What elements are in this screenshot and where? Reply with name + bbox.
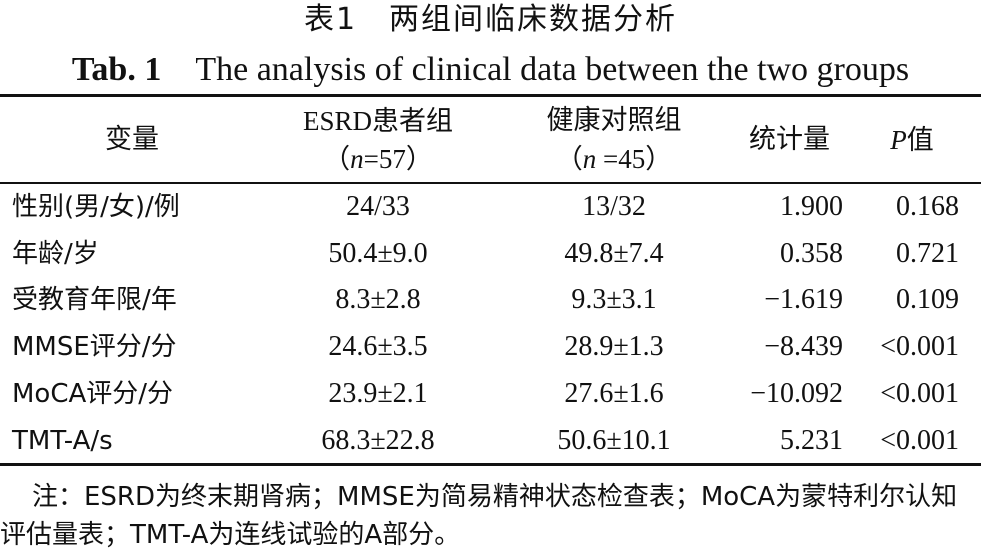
- header-control-label: 健康对照组: [546, 105, 682, 136]
- table-row: MoCA评分/分 23.9±2.1 27.6±1.6 −10.092 <0.00…: [0, 371, 981, 418]
- row-control-value: 9.3±3.1: [571, 284, 657, 316]
- row-esrd-value: 50.4±9.0: [328, 237, 428, 269]
- header-esrd-label: ESRD患者组: [302, 106, 454, 136]
- row-p-value: <0.001: [880, 424, 959, 456]
- row-statistic: −8.439: [764, 331, 843, 363]
- row-esrd-value: 8.3±2.8: [335, 284, 421, 316]
- header-esrd-group: ESRD患者组 （n=57）: [264, 99, 492, 181]
- row-p-value: 0.168: [896, 191, 959, 222]
- row-control-value: 13/32: [582, 191, 646, 222]
- row-variable: 性别(男/女)/例: [12, 192, 180, 222]
- row-esrd-value: 24.6±3.5: [328, 331, 428, 363]
- table-row: 受教育年限/年 8.3±2.8 9.3±3.1 −1.619 0.109: [0, 277, 981, 324]
- table-title-english: Tab. 1 The analysis of clinical data betw…: [0, 48, 981, 92]
- row-esrd-value: 68.3±22.8: [321, 424, 435, 456]
- table-row: TMT-A/s 68.3±22.8 50.6±10.1 5.231 <0.001: [0, 418, 981, 465]
- row-statistic: −10.092: [750, 377, 843, 409]
- header-esrd-n: （n=57）: [323, 144, 433, 174]
- table-row: 年龄/岁 50.4±9.0 49.8±7.4 0.358 0.721: [0, 231, 981, 278]
- row-p-value: 0.109: [896, 284, 959, 316]
- header-control-n: （n =45）: [555, 144, 673, 174]
- row-statistic: 5.231: [780, 424, 843, 456]
- row-variable: 年龄/岁: [12, 238, 99, 269]
- header-control-group: 健康对照组 （n =45）: [492, 99, 736, 181]
- bottom-rule: [0, 463, 981, 466]
- table-row: MMSE评分/分 24.6±3.5 28.9±1.3 −8.439 <0.001: [0, 324, 981, 371]
- header-p-value: P值: [890, 124, 934, 156]
- table-title-english-text: The analysis of clinical data between th…: [195, 51, 910, 88]
- header-rule: [0, 182, 981, 184]
- row-p-value: 0.721: [896, 237, 959, 269]
- table-number-label: Tab. 1: [71, 51, 162, 88]
- table-footnote: 注：ESRD为终末期肾病；MMSE为简易精神状态检查表；MoCA为蒙特利尔认知评…: [0, 482, 958, 550]
- header-statistic: 统计量: [749, 124, 830, 155]
- row-statistic: 1.900: [780, 191, 843, 222]
- row-statistic: 0.358: [780, 237, 843, 269]
- row-variable: MMSE评分/分: [12, 332, 177, 363]
- top-rule: [0, 94, 981, 97]
- row-variable: 受教育年限/年: [12, 285, 177, 316]
- row-statistic: −1.619: [764, 284, 843, 316]
- row-esrd-value: 23.9±2.1: [328, 377, 428, 409]
- table-header: 变量 ESRD患者组 （n=57） 健康对照组 （n =45） 统计量 P值: [0, 99, 981, 181]
- row-p-value: <0.001: [880, 331, 959, 363]
- row-esrd-value: 24/33: [346, 191, 410, 222]
- row-control-value: 50.6±10.1: [557, 424, 671, 456]
- row-variable: TMT-A/s: [12, 425, 113, 456]
- table-title-chinese: 表1 两组间临床数据分析: [303, 2, 678, 37]
- row-control-value: 28.9±1.3: [564, 331, 664, 363]
- table-body: 性别(男/女)/例 24/33 13/32 1.900 0.168 年龄/岁 5…: [0, 184, 981, 464]
- row-control-value: 49.8±7.4: [564, 237, 664, 269]
- row-control-value: 27.6±1.6: [564, 377, 664, 409]
- table-row: 性别(男/女)/例 24/33 13/32 1.900 0.168: [0, 184, 981, 231]
- header-variable: 变量: [105, 124, 159, 155]
- row-variable: MoCA评分/分: [12, 378, 174, 409]
- row-p-value: <0.001: [880, 377, 959, 409]
